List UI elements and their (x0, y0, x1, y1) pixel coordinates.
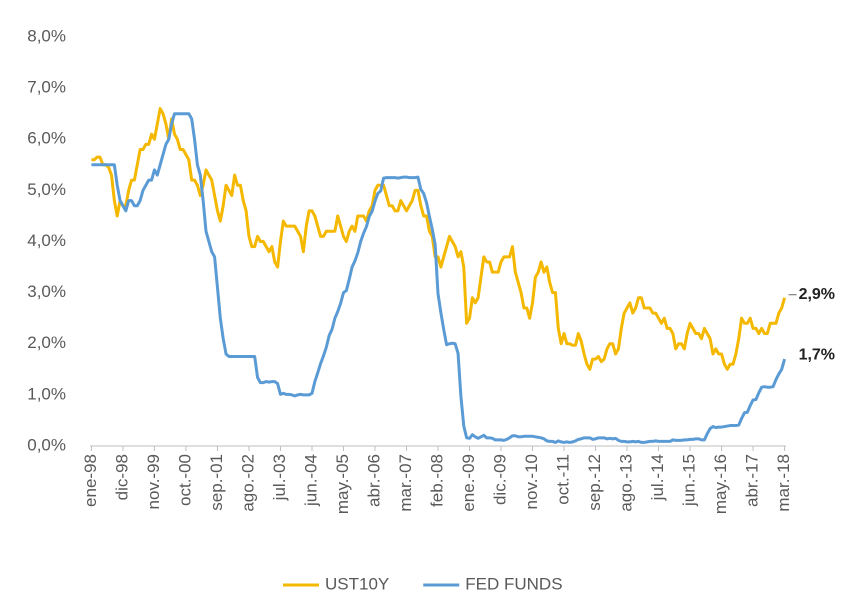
legend-label: UST10Y (325, 574, 389, 593)
x-tick-label: mar.-07 (396, 454, 415, 512)
x-tick-label: abr.-17 (743, 454, 762, 507)
y-tick-label: 4,0% (27, 231, 66, 250)
x-tick-label: sep.-12 (585, 454, 604, 511)
y-tick-label: 6,0% (27, 129, 66, 148)
x-tick-label: ene.-09 (459, 454, 478, 512)
x-tick-label: may.-05 (333, 454, 352, 514)
y-tick-label: 8,0% (27, 26, 66, 45)
x-tick-label: jul.-14 (648, 454, 667, 501)
x-tick-label: dic-98 (112, 454, 131, 500)
series-line (91, 107, 787, 371)
x-tick-label: nov.-99 (144, 454, 163, 509)
x-tick-label: abr.-06 (364, 454, 383, 507)
x-tick-label: ago.-13 (617, 454, 636, 512)
series-line (91, 112, 787, 444)
y-tick-label: 7,0% (27, 78, 66, 97)
x-tick-label: jul.-03 (270, 454, 289, 501)
x-tick-label: oct.-11 (554, 454, 573, 505)
y-tick-label: 3,0% (27, 282, 66, 301)
x-tick-label: oct.-00 (175, 454, 194, 506)
x-tick-label: jun.-15 (680, 454, 699, 507)
y-tick-label: 2,0% (27, 333, 66, 352)
y-tick-label: 1,0% (27, 384, 66, 403)
x-tick-label: ago.-02 (238, 454, 257, 512)
y-tick-label: 5,0% (27, 180, 66, 199)
x-tick-label: feb.-08 (427, 454, 446, 507)
x-tick-label: nov.-10 (522, 454, 541, 509)
x-tick-label: sep.-01 (207, 454, 226, 511)
data-label: 2,9% (799, 286, 835, 303)
x-tick-label: jun.-04 (301, 454, 320, 507)
x-tick-label: dic.-09 (490, 454, 509, 505)
x-tick-label: ene-98 (81, 454, 100, 507)
y-tick-label: 0,0% (27, 435, 66, 454)
legend-label: FED FUNDS (465, 574, 562, 593)
x-tick-label: mar.-18 (774, 454, 793, 512)
x-tick-label: may.-16 (711, 454, 730, 514)
data-label: 1,7% (799, 346, 835, 363)
